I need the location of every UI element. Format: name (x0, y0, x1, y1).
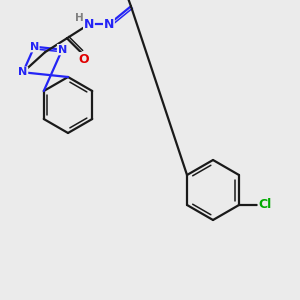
Text: N: N (84, 18, 94, 31)
Text: O: O (79, 53, 89, 66)
Text: H: H (75, 13, 83, 23)
Text: N: N (30, 42, 39, 52)
Text: Cl: Cl (258, 199, 272, 212)
Text: N: N (58, 45, 67, 55)
Text: N: N (104, 18, 114, 31)
Text: N: N (18, 67, 28, 77)
